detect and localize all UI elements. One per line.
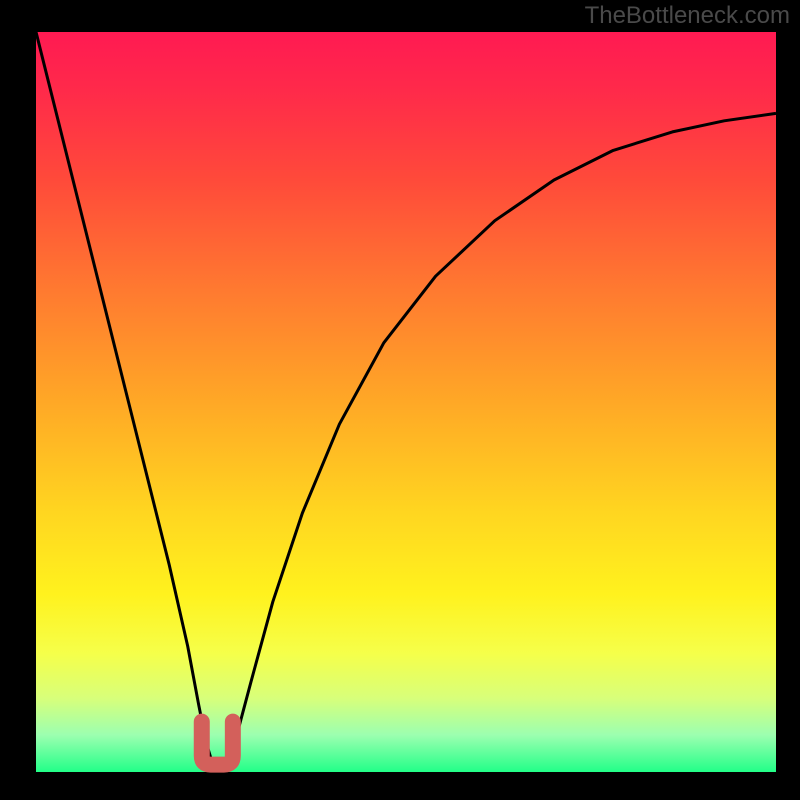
plot-overlay	[36, 32, 776, 772]
trough-marker	[202, 722, 233, 765]
plot-area	[36, 32, 776, 772]
watermark-text: TheBottleneck.com	[585, 2, 790, 30]
bottleneck-curve	[36, 32, 776, 772]
chart-container: TheBottleneck.com	[0, 0, 800, 800]
